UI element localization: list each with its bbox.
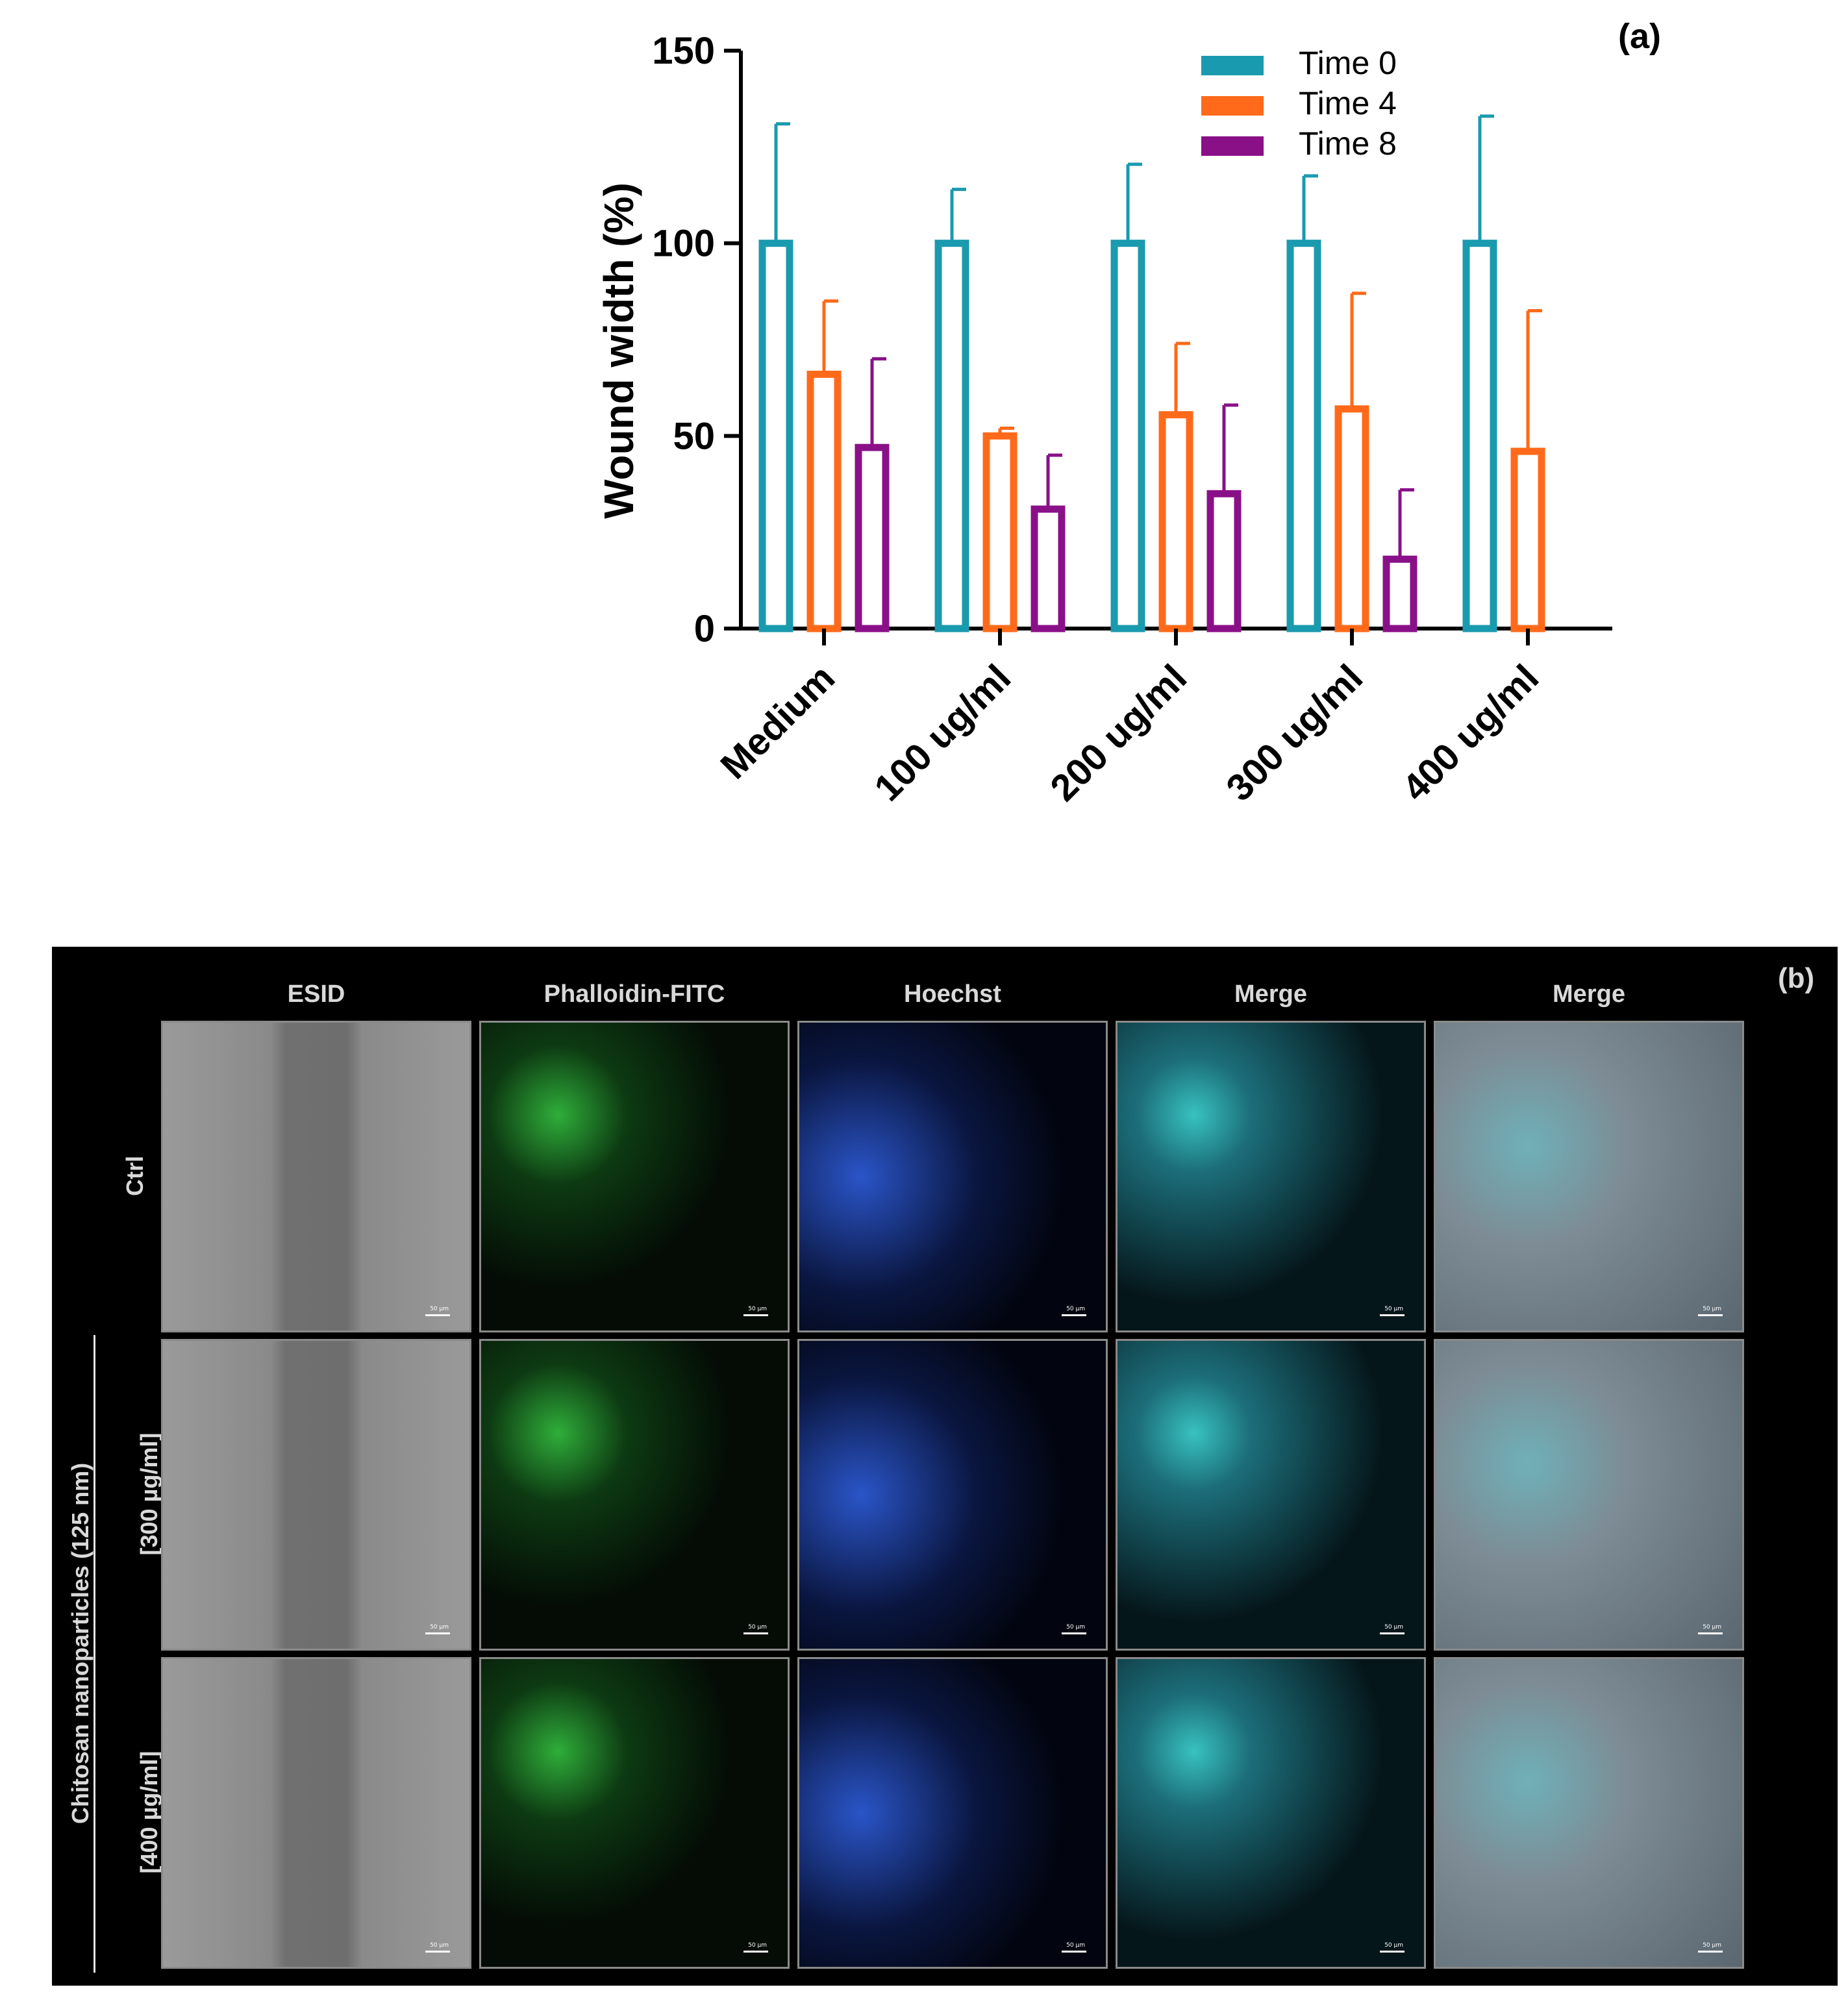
scale-bar-label: 50 µm xyxy=(1703,1942,1721,1949)
x-tick-label: 100 ug/ml xyxy=(866,656,1019,809)
bar-time-4 xyxy=(806,370,842,632)
scale-bar xyxy=(1698,1951,1723,1953)
bar-time-0 xyxy=(934,240,969,632)
scale-bar xyxy=(1062,1314,1086,1316)
scale-bar-label: 50 µm xyxy=(1066,1306,1085,1312)
y-tick-label: 100 xyxy=(652,223,715,265)
bar-time-8 xyxy=(1206,490,1242,632)
column-header: Hoechst xyxy=(904,980,1001,1008)
bar-time-0 xyxy=(758,240,793,632)
y-axis-label: Wound width (%) xyxy=(595,182,642,519)
micrograph-hoechst: 50 µm xyxy=(797,1339,1108,1651)
scale-bar-label: 50 µm xyxy=(1703,1306,1721,1312)
scale-bar-label: 50 µm xyxy=(1066,1624,1085,1630)
scale-bar xyxy=(1698,1632,1723,1634)
scale-bar xyxy=(1380,1951,1405,1953)
row-label: [400 µg/ml] xyxy=(136,1751,162,1874)
wound-width-bar-chart: (a) Wound width (%) 0 50 100 150 Medium 100 … xyxy=(595,17,1661,809)
row-label: [300 µg/ml] xyxy=(136,1432,162,1556)
scale-bar xyxy=(743,1314,768,1316)
legend-label: Time 0 xyxy=(1299,45,1397,81)
micrograph-merge-esid: 50 µm xyxy=(1434,1021,1744,1332)
scale-bar-label: 50 µm xyxy=(748,1942,767,1949)
legend-label: Time 4 xyxy=(1299,85,1397,121)
legend-swatch xyxy=(1201,56,1264,75)
x-tick-label: 200 ug/ml xyxy=(1042,656,1195,809)
x-tick-label: 300 ug/ml xyxy=(1218,656,1371,809)
scale-bar-label: 50 µm xyxy=(1384,1942,1403,1949)
legend-label: Time 8 xyxy=(1299,125,1397,162)
y-axis-ticks: 0 50 100 150 xyxy=(652,30,741,650)
micrograph-phalloidin: 50 µm xyxy=(479,1657,790,1969)
micrograph-hoechst: 50 µm xyxy=(797,1657,1108,1969)
scale-bar-label: 50 µm xyxy=(1703,1624,1721,1630)
scale-bar xyxy=(425,1632,450,1634)
scale-bar-label: 50 µm xyxy=(430,1624,449,1630)
micrograph-merge-esid: 50 µm xyxy=(1434,1657,1744,1969)
bar-time-4 xyxy=(982,432,1018,632)
panel-label-a: (a) xyxy=(1618,17,1661,56)
scale-bar xyxy=(1698,1314,1723,1316)
bar-time-4 xyxy=(1158,411,1193,632)
x-axis-ticks: Medium 100 ug/ml 200 ug/ml 300 ug/ml 400 ug/… xyxy=(712,629,1547,809)
group-label: Chitosan nanoparticles (125 nm) xyxy=(67,1462,94,1824)
micrograph-merge-esid: 50 µm xyxy=(1434,1339,1744,1651)
scale-bar xyxy=(1062,1951,1086,1953)
scale-bar-label: 50 µm xyxy=(430,1306,449,1312)
column-header: Merge xyxy=(1553,980,1625,1008)
micrograph-esid: 50 µm xyxy=(161,1339,471,1651)
micrograph-merge: 50 µm xyxy=(1116,1657,1426,1969)
column-header: Phalloidin-FITC xyxy=(543,980,725,1008)
x-tick-label: 400 ug/ml xyxy=(1394,656,1547,809)
micrograph-merge: 50 µm xyxy=(1116,1339,1426,1651)
scale-bar xyxy=(1062,1632,1086,1634)
scale-bar xyxy=(1380,1632,1405,1634)
micrograph-phalloidin: 50 µm xyxy=(479,1339,790,1651)
scale-bar xyxy=(743,1632,768,1634)
panel-label-b: (b) xyxy=(1778,962,1815,994)
scale-bar xyxy=(425,1314,450,1316)
scale-bar-label: 50 µm xyxy=(1066,1942,1085,1949)
y-tick-label: 0 xyxy=(694,608,715,650)
scale-bar-label: 50 µm xyxy=(748,1624,767,1630)
group-bracket-line xyxy=(94,1335,95,1973)
x-tick-label: Medium xyxy=(712,656,843,787)
legend-swatch xyxy=(1201,136,1264,156)
micrograph-phalloidin: 50 µm xyxy=(479,1021,790,1332)
micrograph-hoechst: 50 µm xyxy=(797,1021,1108,1332)
legend: Time 0 Time 4 Time 8 xyxy=(1201,45,1397,162)
bar-time-8 xyxy=(1030,505,1066,632)
y-tick-label: 150 xyxy=(652,30,715,72)
bar-time-4 xyxy=(1334,405,1369,632)
column-header: ESID xyxy=(287,980,345,1008)
scale-bar-label: 50 µm xyxy=(430,1942,449,1949)
bar-time-8 xyxy=(855,443,890,632)
microscopy-panel-b: (b) ESID Phalloidin-FITC Hoechst Merge Merge… xyxy=(52,947,1838,1986)
bar-time-4 xyxy=(1510,447,1545,632)
micrograph-esid: 50 µm xyxy=(161,1657,471,1969)
column-header: Merge xyxy=(1234,980,1307,1008)
bar-time-8 xyxy=(1382,555,1417,632)
row-label: Ctrl xyxy=(121,1156,148,1196)
scale-bar xyxy=(425,1951,450,1953)
scale-bar xyxy=(1380,1314,1405,1316)
legend-swatch xyxy=(1201,96,1264,116)
bar-time-0 xyxy=(1462,240,1497,632)
bar-time-0 xyxy=(1286,240,1321,632)
scale-bar-label: 50 µm xyxy=(1384,1306,1403,1312)
scale-bar-label: 50 µm xyxy=(748,1306,767,1312)
bar-series xyxy=(758,114,1545,632)
micrograph-esid: 50 µm xyxy=(161,1021,471,1332)
y-tick-label: 50 xyxy=(673,415,715,457)
scale-bar xyxy=(743,1951,768,1953)
micrograph-merge: 50 µm xyxy=(1116,1021,1426,1332)
bar-time-0 xyxy=(1110,240,1145,632)
scale-bar-label: 50 µm xyxy=(1384,1624,1403,1630)
